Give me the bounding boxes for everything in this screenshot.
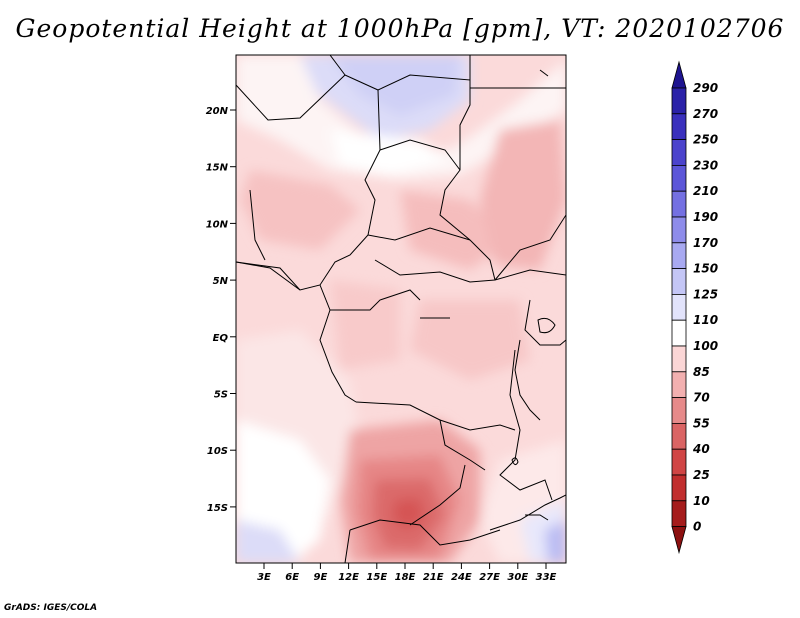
- colorbar-segment: [671, 242, 687, 270]
- lon-label: 27E: [479, 572, 500, 583]
- lat-label: 15N: [206, 163, 229, 174]
- lon-label: 15E: [366, 572, 387, 583]
- colorbar-segment: [671, 190, 687, 218]
- lat-label: 10S: [207, 446, 228, 457]
- colorbar-label: 10: [693, 494, 710, 508]
- grads-credit: GrADS: IGES/COLA: [4, 603, 98, 613]
- colorbar-segment: [671, 397, 687, 424]
- lon-label: 18E: [395, 572, 416, 583]
- colorbar-top-arrow: [671, 60, 687, 89]
- colorbar-segment: [671, 113, 687, 141]
- colorbar-label: 270: [693, 107, 718, 121]
- lon-label: 24E: [451, 572, 472, 583]
- colorbar-label: 170: [693, 236, 718, 250]
- lat-label: EQ: [213, 333, 229, 344]
- colorbar: 2902702502302101901701501251101008570554…: [671, 60, 718, 555]
- colorbar-label: 40: [692, 442, 710, 456]
- height-field: [236, 55, 566, 563]
- longitude-axis: 3E 6E 9E 12E 15E 18E 21E 24E 27E 30E 33E: [257, 563, 557, 583]
- lakes: [420, 317, 556, 521]
- colorbar-segment: [671, 293, 687, 321]
- colorbar-segment: [671, 371, 687, 398]
- chart-title: Geopotential Height at 1000hPa [gpm], VT…: [15, 14, 785, 43]
- colorbar-label: 150: [693, 262, 718, 276]
- colorbar-label: 125: [693, 287, 718, 301]
- colorbar-segment: [671, 474, 687, 502]
- colorbar-label: 100: [693, 339, 718, 353]
- lon-label: 33E: [536, 572, 557, 583]
- colorbar-label: 210: [693, 184, 718, 198]
- colorbar-label: 55: [693, 416, 710, 430]
- colorbar-segment: [671, 345, 687, 373]
- colorbar-segment: [671, 139, 687, 166]
- lat-label: 10N: [206, 219, 229, 230]
- lat-label: 20N: [206, 106, 229, 117]
- colorbar-segment: [671, 87, 687, 115]
- lon-label: 3E: [257, 572, 271, 583]
- colorbar-segment: [671, 164, 687, 192]
- colorbar-segment: [671, 422, 687, 450]
- map-frame: [235, 54, 567, 564]
- colorbar-label: 290: [693, 81, 718, 95]
- lat-label: 5S: [214, 390, 228, 401]
- colorbar-segment: [671, 319, 687, 347]
- colorbar-segment: [671, 216, 687, 244]
- lon-label: 12E: [338, 572, 359, 583]
- colorbar-label: 230: [693, 158, 718, 172]
- lon-label: 21E: [423, 572, 444, 583]
- colorbar-segment: [671, 500, 687, 527]
- colorbar-segment: [671, 448, 687, 476]
- colorbar-label: 0: [693, 520, 701, 534]
- colorbar-label: 190: [693, 210, 718, 224]
- country-borders: [236, 55, 566, 563]
- lon-label: 9E: [314, 572, 328, 583]
- colorbar-label: 70: [693, 391, 710, 405]
- colorbar-label: 25: [693, 468, 710, 482]
- lat-label: 15S: [207, 503, 228, 514]
- colorbar-label: 110: [693, 313, 718, 327]
- colorbar-label: 250: [693, 133, 718, 147]
- lon-label: 30E: [507, 572, 528, 583]
- latitude-axis: 20N 15N 10N 5N EQ 5S 10S 15S: [206, 106, 236, 514]
- colorbar-bottom-arrow: [671, 526, 687, 555]
- colorbar-label: 85: [693, 365, 710, 379]
- colorbar-segment: [671, 268, 687, 295]
- lat-label: 5N: [213, 276, 229, 287]
- lon-label: 6E: [285, 572, 299, 583]
